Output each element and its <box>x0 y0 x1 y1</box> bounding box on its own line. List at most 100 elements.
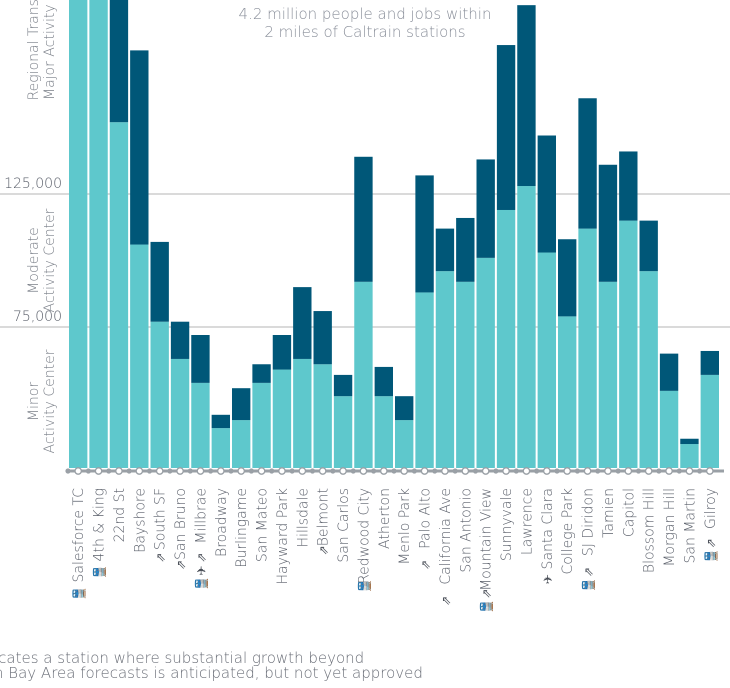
station-label: San Bruno <box>173 488 189 560</box>
bar-existing <box>252 382 271 468</box>
growth-icon: ⇗ <box>582 567 596 577</box>
station-label-group: Belmont⇗ <box>316 488 332 555</box>
station-label: Santa Clara <box>540 488 556 569</box>
bar-existing <box>232 420 251 468</box>
station-label: Mountain View <box>479 488 495 591</box>
station-label-group: Redwood City🚆 <box>356 488 372 594</box>
y-band-label: Major Activity C <box>42 0 58 100</box>
station-label-group: Mountain View⇗🚆 <box>479 488 495 614</box>
bar-existing <box>313 364 332 468</box>
bar-existing <box>374 396 393 468</box>
station-dot <box>563 467 572 475</box>
axis-dot <box>595 468 601 474</box>
bar-existing <box>89 0 108 469</box>
station-label: Burlingame <box>234 488 250 568</box>
station-dot <box>502 467 510 475</box>
y-axis-labels: 125,000 75,000 Regional Transit Major Activ… <box>4 0 62 453</box>
bar-growth <box>517 5 536 187</box>
station-label-group: Hayward Park <box>275 488 291 585</box>
bar-existing <box>435 271 455 468</box>
bar-existing <box>395 420 414 468</box>
station-label: San Mateo <box>255 488 271 562</box>
rail-icon: 🚆 <box>72 586 86 601</box>
station-label-group: Menlo Park <box>397 488 413 565</box>
axis-dot <box>350 468 356 474</box>
station-label-group: Tamien <box>601 488 617 538</box>
y-tick-label: 125,000 <box>4 176 62 192</box>
bar-existing <box>619 220 638 468</box>
axis-dot <box>85 468 91 474</box>
bar-existing <box>558 316 577 468</box>
growth-icon: ⇗ <box>439 596 453 606</box>
bar-existing <box>680 444 699 468</box>
bars <box>69 0 719 469</box>
station-label: San Antonio <box>458 488 474 573</box>
bar-growth <box>232 388 251 421</box>
bar-growth <box>374 366 393 397</box>
x-axis <box>65 467 724 475</box>
plane-icon: ✈ <box>194 566 208 576</box>
bar-existing <box>496 209 516 469</box>
station-label: 4th & King <box>92 488 108 561</box>
station-label: Millbrae <box>193 488 209 544</box>
station-label-group: California Ave ⇗ <box>438 488 454 606</box>
bar-existing <box>69 0 88 469</box>
station-label: SJ Diridon <box>581 488 597 556</box>
growth-icon: ⇗ <box>419 560 433 570</box>
station-dot <box>461 467 470 475</box>
station-dot <box>624 467 633 475</box>
bar-growth <box>415 175 434 293</box>
axis-dot <box>167 468 173 474</box>
station-label: San Carlos <box>336 488 352 563</box>
axis-dot <box>309 468 316 474</box>
station-label-group: Burlingame <box>234 488 250 568</box>
station-label-group: San Antonio <box>458 488 474 573</box>
station-label-group: SJ Diridon ⇗🚆 <box>581 488 597 592</box>
bar-existing <box>170 358 190 468</box>
bar-growth <box>395 396 414 421</box>
bar-growth <box>639 220 658 272</box>
station-label-group: Salesforce TC 🚆 <box>71 488 87 601</box>
station-label: Bayshore <box>132 488 148 553</box>
axis-dot <box>269 468 275 474</box>
plane-icon: ✈ <box>541 574 555 584</box>
axis-dot <box>330 468 336 474</box>
bar-existing <box>150 321 169 468</box>
axis-dot <box>574 468 580 474</box>
station-dot <box>359 467 368 475</box>
y-band-label: Minor <box>26 382 42 421</box>
station-label: Redwood City <box>356 488 372 584</box>
axis-dot <box>208 468 214 474</box>
bar-existing <box>354 281 373 468</box>
station-label: Lawrence <box>519 488 535 555</box>
station-label: Broadway <box>214 488 230 557</box>
station-label: College Park <box>560 488 576 574</box>
growth-icon: ⇗ <box>174 560 188 570</box>
station-label-group: Morgan Hill <box>662 488 678 567</box>
bar-growth <box>191 335 210 383</box>
bar-growth <box>333 374 353 397</box>
station-label-group: Lawrence <box>519 488 535 555</box>
station-label: California Ave <box>438 488 454 585</box>
station-dot <box>155 467 164 475</box>
station-dot <box>604 467 612 475</box>
bar-growth <box>435 228 455 272</box>
growth-icon: ⇗ <box>317 545 331 555</box>
axis-dot <box>65 468 71 474</box>
bar-growth <box>619 151 638 221</box>
station-dot <box>542 467 551 475</box>
y-band-label: Activity Center <box>42 208 58 312</box>
station-label-group: Bayshore <box>132 488 148 553</box>
bar-existing <box>659 390 679 468</box>
station-label-group: Blossom Hill <box>642 488 658 573</box>
station-label: Salesforce TC <box>71 488 87 583</box>
axis-dot <box>432 468 438 474</box>
bar-growth <box>598 164 618 282</box>
rail-icon: 🚆 <box>480 599 494 614</box>
rail-icon: 🚆 <box>194 576 208 591</box>
station-label: San Martin <box>682 488 698 563</box>
bar-existing <box>537 252 556 468</box>
bar-existing <box>272 369 292 468</box>
bar-growth <box>354 156 373 282</box>
